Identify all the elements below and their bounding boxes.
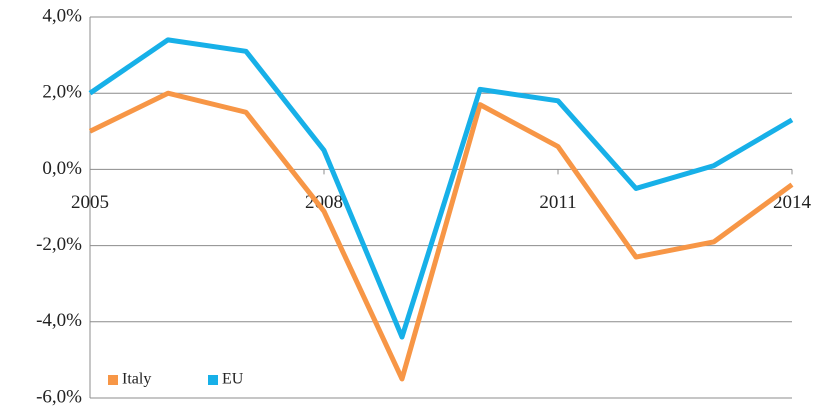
legend-label: Italy: [122, 371, 151, 388]
x-tick-label: 2005: [71, 192, 109, 213]
y-tick-label: -2,0%: [36, 234, 82, 255]
y-tick-label: -4,0%: [36, 310, 82, 331]
y-tick-label: 4,0%: [42, 5, 82, 26]
legend-swatch: [108, 375, 118, 385]
line-series: [88, 90, 794, 382]
x-tick-label: 2011: [539, 192, 576, 213]
y-tick-label: 2,0%: [42, 82, 82, 103]
legend-label: EU: [222, 371, 244, 388]
x-tick-label: 2014: [773, 192, 812, 213]
legend-swatch: [208, 375, 218, 385]
line-series: [88, 37, 794, 340]
legend: Italy EU: [108, 371, 244, 388]
y-tick-label: 0,0%: [42, 158, 82, 179]
y-tick-label: -6,0%: [36, 386, 82, 407]
